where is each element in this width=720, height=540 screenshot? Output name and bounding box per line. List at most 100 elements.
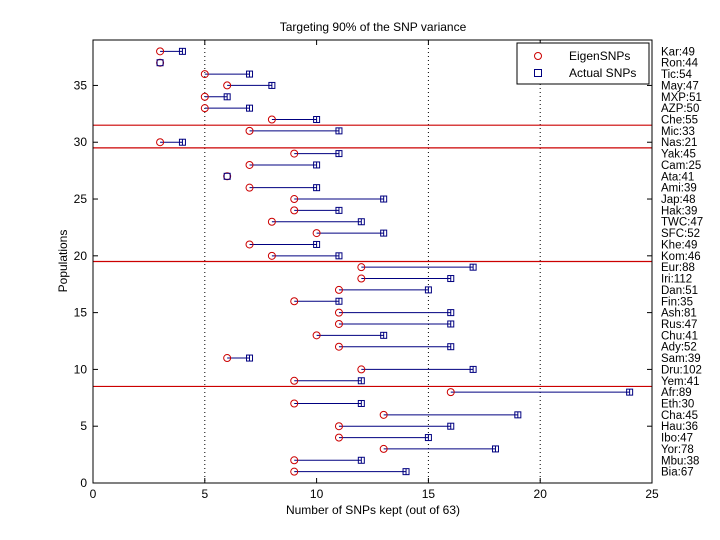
population-row [379, 444, 499, 453]
population-row [334, 422, 455, 431]
actual-point [335, 206, 343, 214]
population-label: Ady:52 [661, 342, 697, 354]
population-label: Sam:39 [661, 353, 701, 365]
population-label: Che:55 [661, 115, 698, 127]
x-axis-ticks: 0 5 10 15 20 25 [90, 40, 659, 501]
x-tick-label: 5 [201, 487, 208, 501]
eigen-point [290, 149, 299, 158]
population-label: Cha:45 [661, 410, 698, 422]
population-label: Iri:112 [661, 274, 692, 286]
population-label: Mbu:38 [661, 455, 699, 467]
actual-point [223, 172, 231, 180]
eigen-point [267, 251, 276, 260]
eigen-point [379, 410, 388, 419]
population-row [245, 183, 321, 192]
population-label: Ron:44 [661, 58, 699, 70]
population-label: Ami:39 [661, 183, 697, 195]
eigen-point [156, 138, 165, 147]
actual-point [313, 240, 321, 248]
y-tick-label: 15 [74, 306, 88, 320]
population-row [357, 263, 477, 272]
actual-point [268, 81, 276, 89]
actual-point [357, 456, 365, 464]
y-tick-label: 30 [74, 135, 88, 149]
actual-point [447, 343, 455, 351]
population-label: AZP:50 [661, 103, 699, 115]
population-label: Mic:33 [661, 126, 695, 138]
actual-point [313, 184, 321, 192]
population-row [290, 467, 410, 476]
actual-point [447, 320, 455, 328]
population-row [245, 160, 321, 169]
actual-point [335, 297, 343, 305]
population-row [245, 240, 321, 249]
population-row [290, 206, 343, 215]
eigen-point [156, 47, 165, 56]
actual-point [380, 331, 388, 339]
y-tick-label: 5 [80, 419, 87, 433]
eigen-point [357, 365, 366, 374]
population-label: Yak:45 [661, 149, 696, 161]
population-row [379, 410, 522, 419]
population-label: Bia:67 [661, 467, 694, 479]
legend-actual-label: Actual SNPs [569, 66, 636, 80]
population-label: Ash:81 [661, 308, 697, 320]
population-row [290, 456, 365, 465]
actual-point [357, 399, 365, 407]
population-label: Nas:21 [661, 137, 697, 149]
legend-box [516, 42, 650, 85]
eigen-point [357, 263, 366, 272]
eigen-point [357, 274, 366, 283]
population-row [312, 331, 388, 340]
population-row [357, 365, 477, 374]
population-row [267, 251, 343, 260]
eigen-point [290, 376, 299, 385]
eigen-point [334, 422, 343, 431]
population-label: Tic:54 [661, 69, 692, 81]
y-tick-label: 25 [74, 192, 88, 206]
population-row [156, 47, 186, 56]
x-tick-label: 20 [534, 487, 548, 501]
y-tick-label: 20 [74, 249, 88, 263]
legend: EigenSNPs Actual SNPs [516, 42, 650, 85]
actual-point [246, 70, 254, 78]
population-row [290, 149, 343, 158]
eigen-point [334, 342, 343, 351]
population-row [200, 92, 231, 101]
population-row [290, 399, 365, 408]
eigen-point [200, 92, 209, 101]
actual-point [469, 263, 477, 271]
actual-point [380, 195, 388, 203]
legend-actual-marker [534, 69, 542, 77]
actual-point [357, 377, 365, 385]
chart-title: Targeting 90% of the SNP variance [280, 20, 467, 34]
x-tick-label: 10 [310, 487, 324, 501]
population-row [156, 138, 186, 147]
population-label: Khe:49 [661, 239, 697, 251]
population-row [223, 172, 232, 181]
population-row [290, 195, 388, 204]
population-row [334, 285, 432, 294]
axes [92, 39, 653, 484]
population-row [290, 376, 365, 385]
population-label: Hau:36 [661, 421, 698, 433]
eigen-point [334, 433, 343, 442]
actual-point [491, 445, 499, 453]
population-label: Fin:35 [661, 296, 693, 308]
eigen-point [334, 308, 343, 317]
population-row [223, 354, 254, 363]
actual-point [380, 229, 388, 237]
eigen-point [290, 297, 299, 306]
plot-frame [92, 39, 653, 484]
population-row [334, 433, 432, 442]
population-row [312, 229, 388, 238]
population-row [156, 58, 165, 67]
eigen-point [245, 126, 254, 135]
eigen-point [223, 354, 232, 363]
actual-point [335, 252, 343, 260]
population-label: MXP:51 [661, 92, 702, 104]
actual-point [335, 150, 343, 158]
population-label: Rus:47 [661, 319, 697, 331]
population-row [223, 81, 276, 90]
actual-point [514, 411, 522, 419]
